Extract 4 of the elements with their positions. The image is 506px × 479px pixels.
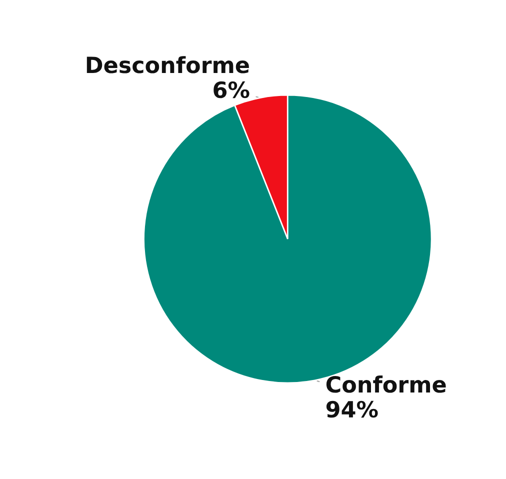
data-label: 94% bbox=[326, 400, 378, 418]
slice-label: Desconforme bbox=[86, 56, 249, 74]
slice-label: Conforme bbox=[326, 376, 446, 393]
data-label: 6% bbox=[214, 81, 250, 98]
